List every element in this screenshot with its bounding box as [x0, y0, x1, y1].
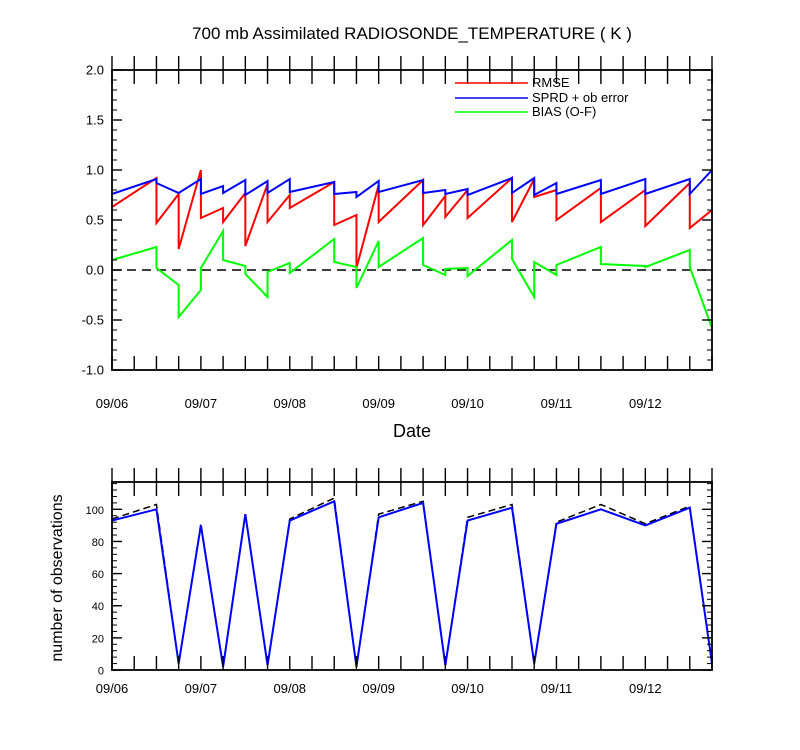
- top-y-tick-label: 0.5: [86, 213, 104, 228]
- top-panel: -1.0 -0.5 0.0 0.5 1.0 1.5 2.0 09/06 09/07 09/08 09…: [82, 56, 713, 411]
- legend-item-rmse: RMSE: [455, 75, 570, 90]
- legend-item-sprd: SPRD + ob error: [455, 90, 629, 105]
- top-x-tick-label: 09/10: [451, 396, 484, 411]
- x-axis-label: Date: [393, 421, 431, 441]
- bottom-y-tick-label: 40: [92, 601, 104, 613]
- bottom-x-tick-label: 09/07: [185, 681, 218, 696]
- bottom-x-tick-label: 09/09: [362, 681, 395, 696]
- legend-label-rmse: RMSE: [532, 75, 570, 90]
- bottom-x-tick-label: 09/10: [451, 681, 484, 696]
- top-y-tick-label: 0.0: [86, 263, 104, 278]
- top-y-tick-label: -1.0: [82, 363, 104, 378]
- top-series-sprd-ob-error: [111, 169, 713, 199]
- top-x-tick-label: 09/08: [274, 396, 307, 411]
- top-x-tick-label: 09/11: [541, 396, 573, 411]
- bottom-y-tick-label: 20: [92, 633, 104, 645]
- top-x-tick-label: 09/09: [362, 396, 395, 411]
- bottom-series-assimilated-observations: [111, 499, 713, 667]
- legend-label-sprd: SPRD + ob error: [532, 90, 629, 105]
- bottom-y-tick-label: 60: [92, 569, 104, 581]
- top-y-tick-label: 1.0: [86, 163, 104, 178]
- top-series-bias-o-f: [111, 227, 713, 329]
- top-x-tick-label: 09/07: [185, 396, 218, 411]
- bottom-x-tick-label: 09/11: [541, 681, 573, 696]
- legend-item-bias: BIAS (O-F): [455, 104, 596, 119]
- y-axis-label: number of observations: [49, 494, 66, 661]
- top-y-tick-label: 1.5: [86, 113, 104, 128]
- top-x-tick-label: 09/12: [629, 396, 662, 411]
- top-axes-frame: [111, 69, 713, 371]
- bottom-axes-frame: [111, 481, 713, 671]
- top-series-rmse: [111, 169, 713, 269]
- bottom-y-tick-label: 80: [92, 537, 104, 549]
- bottom-x-tick-label: 09/08: [274, 681, 307, 696]
- bottom-y-tick-label: 100: [86, 505, 104, 517]
- bottom-x-tick-label: 09/06: [96, 681, 129, 696]
- top-x-tick-label: 09/06: [96, 396, 129, 411]
- top-y-tick-label: 2.0: [86, 63, 104, 78]
- bottom-series-total-observations: [111, 496, 713, 667]
- bottom-panel: 0 20 40 60 80 100 09/06 09/07 09/08 09/09 09/10 09/…: [86, 468, 713, 696]
- legend-label-bias: BIAS (O-F): [532, 104, 596, 119]
- bottom-y-tick-label: 0: [98, 666, 104, 678]
- legend: RMSE SPRD + ob error BIAS (O-F): [455, 75, 629, 119]
- chart-title: 700 mb Assimilated RADIOSONDE_TEMPERATUR…: [192, 24, 632, 43]
- top-y-tick-label: -0.5: [82, 313, 104, 328]
- bottom-x-tick-label: 09/12: [629, 681, 662, 696]
